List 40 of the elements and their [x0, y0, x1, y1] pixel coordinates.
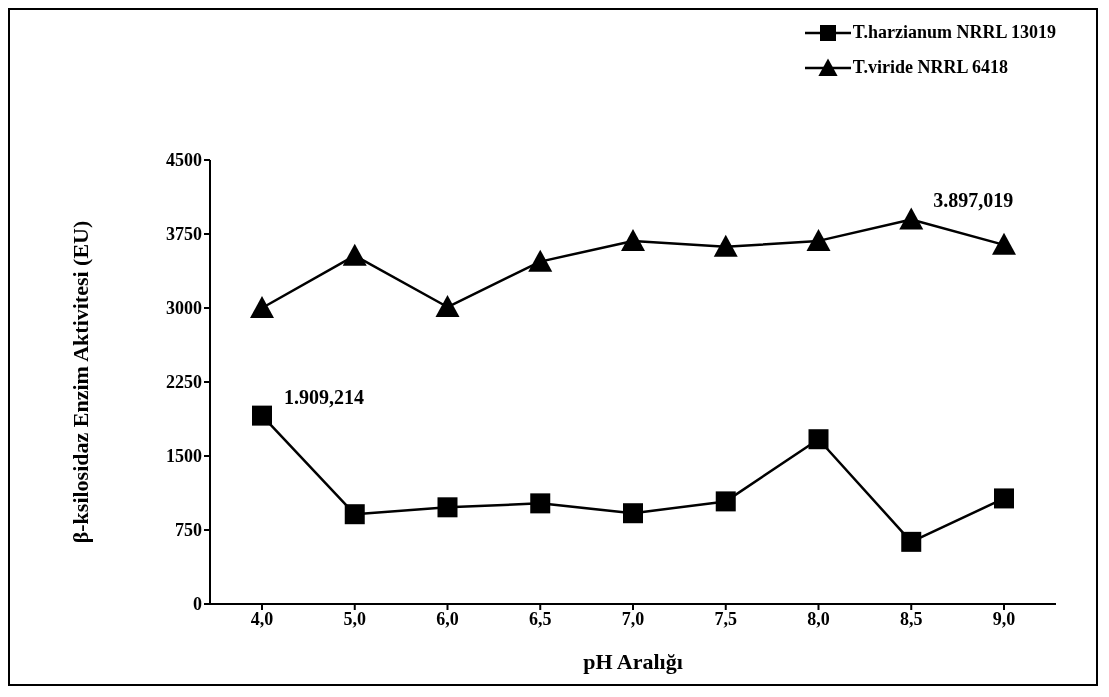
x-tick-label: 8,5: [900, 608, 923, 629]
x-tick-label: 9,0: [992, 608, 1016, 629]
point: [435, 295, 460, 318]
y-tick-label: 2250: [166, 372, 202, 393]
point: [437, 497, 458, 518]
point: [713, 234, 738, 257]
point: [901, 531, 922, 552]
point: [252, 405, 272, 426]
point: [994, 488, 1014, 509]
point: [621, 228, 645, 251]
data-label: 3.897,019: [933, 189, 1014, 212]
point: [344, 504, 365, 525]
point: [899, 207, 924, 230]
y-tick-label: 3000: [166, 298, 202, 319]
point: [528, 249, 553, 272]
y-tick-label: 3750: [166, 224, 202, 245]
x-tick-label: 6,5: [529, 608, 552, 629]
point: [715, 491, 736, 512]
legend-label: T.viride NRRL 6418: [852, 57, 1008, 78]
x-tick-label: 6,0: [436, 608, 459, 629]
x-axis-title: pH Aralığı: [583, 649, 683, 674]
legend-label: T.harzianum NRRL 13019: [852, 22, 1056, 43]
y-tick-label: 4500: [166, 150, 202, 171]
point: [250, 296, 274, 318]
point: [623, 503, 643, 524]
x-tick-label: 7,0: [621, 608, 645, 629]
x-tick-label: 7,5: [714, 608, 737, 629]
point: [342, 243, 367, 266]
x-tick-label: 8,0: [807, 608, 830, 629]
y-tick-label: 750: [175, 520, 202, 541]
point: [806, 228, 831, 251]
y-axis-title: β-ksilosidaz Enzim Aktivitesi (EU): [67, 220, 93, 544]
y-tick-label: 1500: [166, 446, 202, 467]
point: [808, 429, 829, 450]
point: [992, 232, 1016, 255]
y-tick-label: 0: [193, 594, 202, 615]
x-tick-label: 5,0: [343, 608, 366, 629]
data-label: 1.909,214: [284, 385, 364, 408]
x-tick-label: 4,0: [250, 608, 274, 629]
point: [530, 493, 551, 514]
